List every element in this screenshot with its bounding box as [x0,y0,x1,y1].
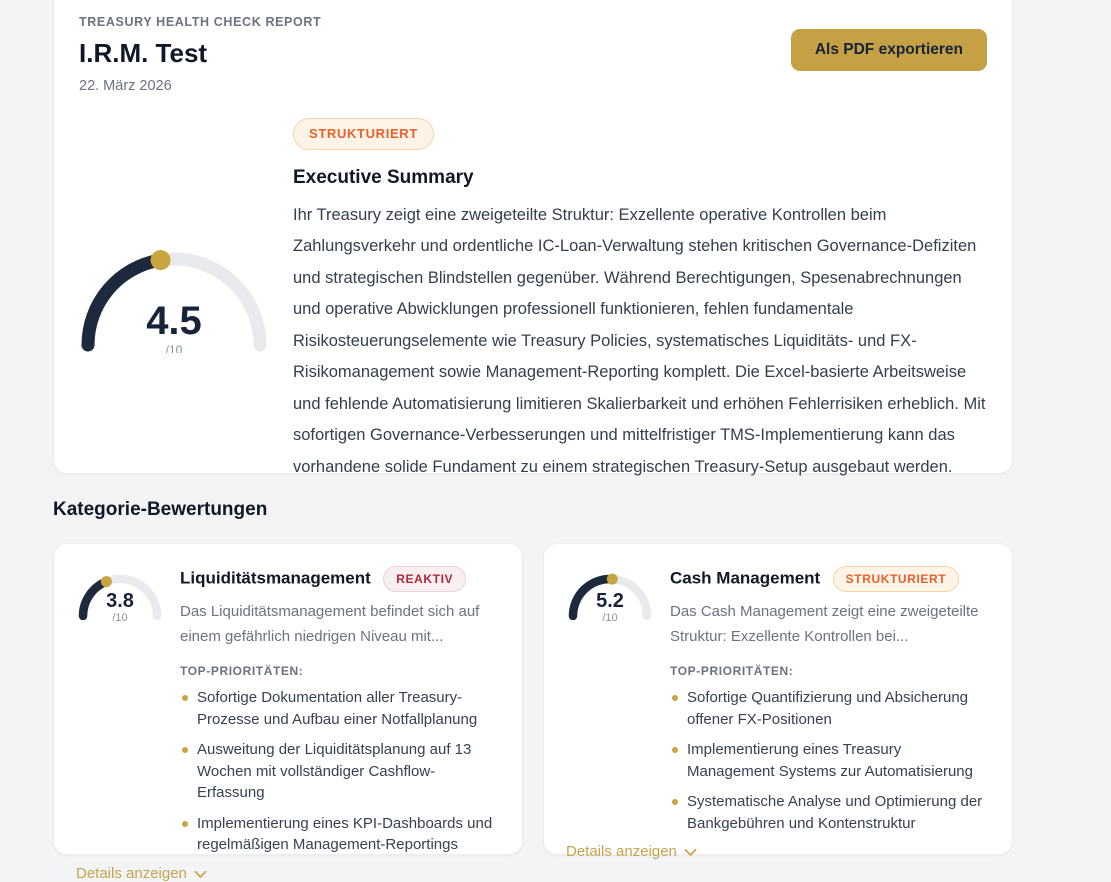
priorities-label: TOP-PRIORITÄTEN: [180,664,304,679]
export-pdf-button[interactable]: Als PDF exportieren [790,29,987,71]
category-description: Das Liquiditätsmanagement befindet sich … [180,603,480,646]
report-date: 22. März 2026 [79,78,172,94]
chevron-down-icon [194,870,207,878]
overall-score-value: 4.5 [146,298,202,343]
category-title: Cash Management [670,568,821,588]
priority-item: Systematische Analyse und Optimierung de… [670,791,990,834]
category-card-top: 5.2 /10 Cash Management STRUKTURIERT Das… [566,566,990,843]
category-body: Cash Management STRUKTURIERT Das Cash Ma… [670,566,990,843]
overall-score-max: /10 [165,342,183,353]
page-title: I.R.M. Test [79,38,208,68]
details-label: Details anzeigen [76,864,187,882]
summary-row: 4.5 /10 STRUKTURIERT Executive Summary I… [79,118,987,483]
priority-item: Ausweitung der Liquiditätsplanung auf 13… [180,739,500,804]
report-summary-card: TREASURY HEALTH CHECK REPORT I.R.M. Test… [53,0,1013,476]
categories-heading: Kategorie-Bewertungen [53,499,268,520]
category-description: Das Cash Management zeigt eine zweigetei… [670,603,979,646]
category-card-top: 3.8 /10 Liquiditätsmanagement REAKTIV Da… [76,566,500,865]
status-badge: STRUKTURIERT [293,118,434,150]
category-score-value: 3.8 [106,590,134,612]
category-title-row: Liquiditätsmanagement REAKTIV [180,566,500,593]
category-title-row: Cash Management STRUKTURIERT [670,566,990,593]
category-score-value: 5.2 [596,590,624,612]
category-card: 5.2 /10 Cash Management STRUKTURIERT Das… [543,543,1013,860]
overall-score: 4.5 /10 [79,249,269,353]
category-status-badge: REAKTIV [383,566,467,593]
overall-score-gauge: 4.5 /10 [79,249,269,353]
details-label: Details anzeigen [566,843,677,861]
category-cards: 3.8 /10 Liquiditätsmanagement REAKTIV Da… [53,543,1013,882]
details-toggle[interactable]: Details anzeigen [566,843,990,860]
summary-heading: Executive Summary [293,166,474,188]
summary-text: STRUKTURIERT Executive Summary Ihr Treas… [293,118,987,483]
priorities-list: Sofortige Quantifizierung und Absicherun… [670,687,990,834]
category-score-max: /10 [112,612,128,624]
priorities-list: Sofortige Dokumentation aller Treasury-P… [180,687,500,856]
category-status-badge: STRUKTURIERT [832,566,960,593]
category-score-gauge: 3.8 /10 [76,570,164,628]
details-toggle[interactable]: Details anzeigen [76,865,500,882]
category-score: 5.2 /10 [566,570,654,624]
priority-item: Sofortige Quantifizierung und Absicherun… [670,687,990,730]
summary-body: Ihr Treasury zeigt eine zweigeteilte Str… [293,205,986,476]
category-body: Liquiditätsmanagement REAKTIV Das Liquid… [180,566,500,865]
category-title: Liquiditätsmanagement [180,568,371,588]
category-score: 3.8 /10 [76,570,164,624]
priority-item: Implementierung eines Treasury Managemen… [670,739,990,782]
category-score-gauge: 5.2 /10 [566,570,654,628]
category-card: 3.8 /10 Liquiditätsmanagement REAKTIV Da… [53,543,523,882]
priorities-label: TOP-PRIORITÄTEN: [670,664,794,679]
priority-item: Implementierung eines KPI-Dashboards und… [180,813,500,856]
category-score-max: /10 [602,612,618,624]
priority-item: Sofortige Dokumentation aller Treasury-P… [180,687,500,730]
chevron-down-icon [684,849,697,857]
report-header: TREASURY HEALTH CHECK REPORT I.R.M. Test… [79,15,987,94]
report-eyebrow: TREASURY HEALTH CHECK REPORT [79,15,322,29]
